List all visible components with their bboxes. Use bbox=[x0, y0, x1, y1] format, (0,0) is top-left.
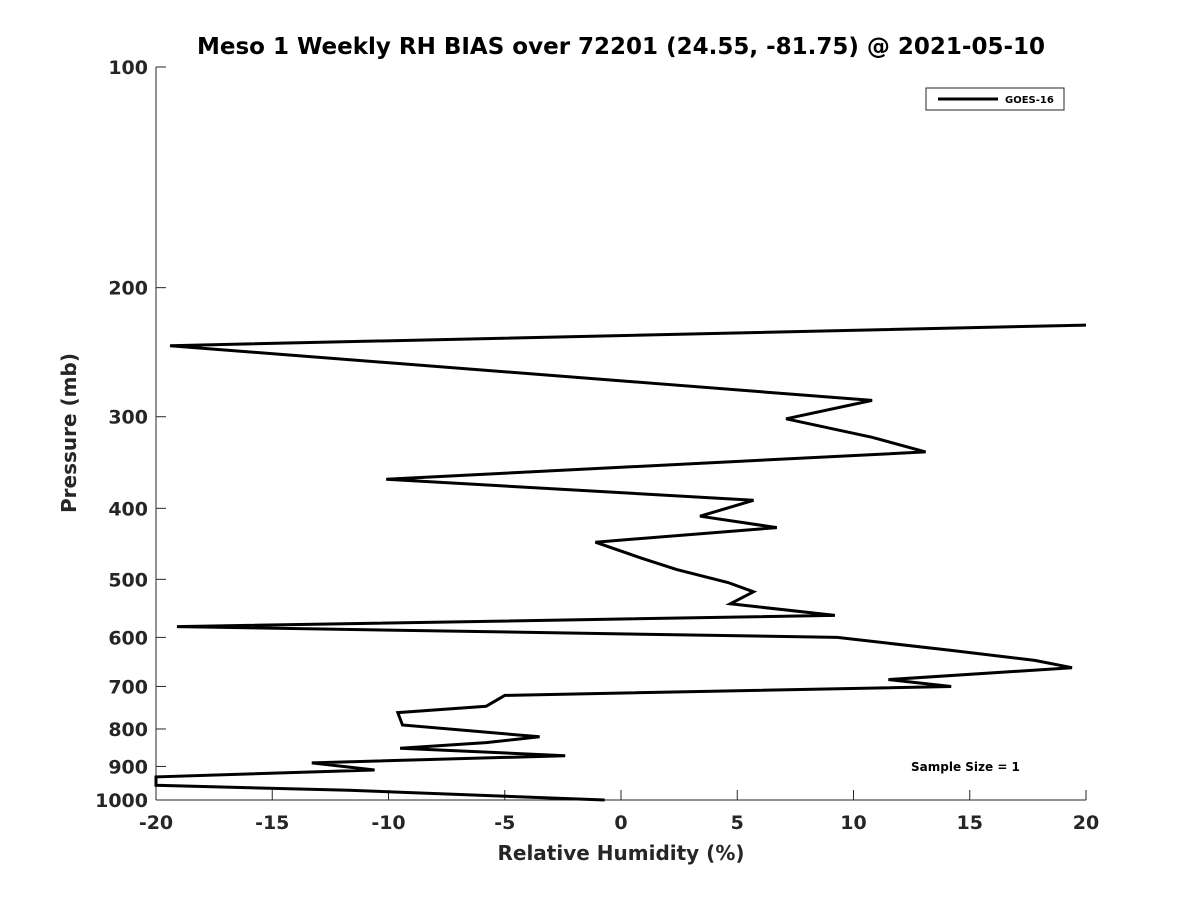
x-tick-label: -10 bbox=[371, 812, 405, 834]
x-axis-ticks: -20 -15 -10 -5 0 5 10 15 20 bbox=[139, 790, 1099, 834]
x-axis-label: Relative Humidity (%) bbox=[497, 841, 744, 865]
legend: GOES-16 bbox=[925, 87, 1065, 111]
sample-size-annotation: Sample Size = 1 bbox=[911, 760, 1020, 774]
y-tick-label: 400 bbox=[108, 498, 148, 520]
x-tick-label: 5 bbox=[731, 812, 744, 834]
series-line-goes-16 bbox=[154, 323, 1087, 802]
y-tick-label: 700 bbox=[108, 676, 148, 698]
x-tick-label: 10 bbox=[840, 812, 866, 834]
x-tick-label: 20 bbox=[1073, 812, 1099, 834]
x-tick-label: -5 bbox=[494, 812, 515, 834]
y-tick-label: 1000 bbox=[95, 790, 148, 812]
y-tick-label: 100 bbox=[108, 57, 148, 79]
x-tick-label: -20 bbox=[139, 812, 173, 834]
x-tick-label: 15 bbox=[957, 812, 983, 834]
y-axis-ticks: 100 200 300 400 500 600 700 800 900 1000 bbox=[95, 57, 166, 812]
chart-title: Meso 1 Weekly RH BIAS over 72201 (24.55,… bbox=[197, 34, 1045, 60]
y-tick-label: 800 bbox=[108, 719, 148, 741]
y-tick-label: 300 bbox=[108, 407, 148, 429]
y-tick-label: 200 bbox=[108, 278, 148, 300]
series-layer bbox=[154, 323, 1087, 802]
y-tick-label: 900 bbox=[108, 756, 148, 778]
x-tick-label: 0 bbox=[614, 812, 627, 834]
legend-label-goes-16: GOES-16 bbox=[1005, 95, 1054, 106]
x-tick-label: -15 bbox=[255, 812, 289, 834]
y-axis-label: Pressure (mb) bbox=[57, 353, 81, 513]
plot-frame bbox=[155, 67, 1086, 801]
y-tick-label: 600 bbox=[108, 627, 148, 649]
y-tick-label: 500 bbox=[108, 569, 148, 591]
